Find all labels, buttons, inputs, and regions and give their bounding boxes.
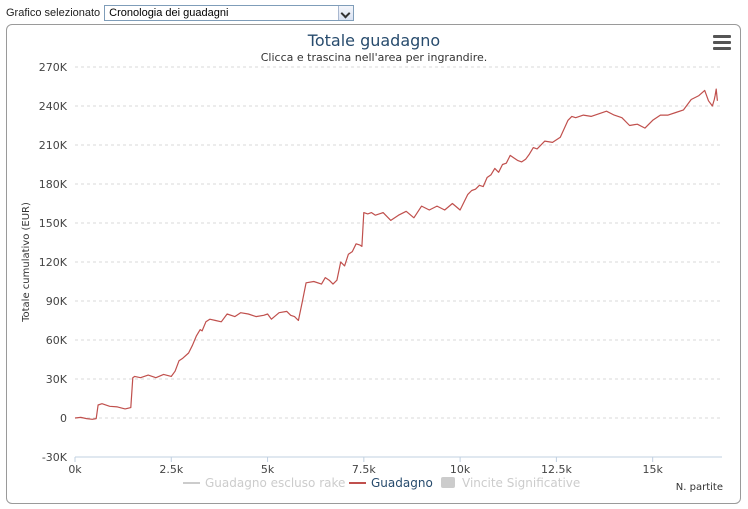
x-tick-label: 15k: [642, 463, 663, 476]
x-tick-label: 10k: [450, 463, 471, 476]
x-axis-label: N. partite: [676, 482, 723, 493]
chart-title: Totale guadagno: [307, 31, 440, 50]
y-tick-label: 60K: [46, 334, 68, 347]
y-tick-label: 30K: [46, 373, 68, 386]
chevron-down-icon[interactable]: [338, 6, 354, 20]
legend-item-escluso-rake: Guadagno escluso rake: [205, 476, 345, 490]
series-line-guadagno: [74, 88, 718, 420]
chart-panel: [6, 24, 741, 504]
y-tick-label: 270K: [39, 61, 68, 74]
y-tick-label: 120K: [39, 256, 68, 269]
y-tick-label: 150K: [39, 217, 68, 230]
chart-selector-value: Cronologia dei guadagni: [109, 7, 229, 19]
legend-symbol-vincite: [441, 477, 455, 488]
y-tick-label: 210K: [39, 139, 68, 152]
y-tick-label: 180K: [39, 178, 68, 191]
x-tick-label: 5k: [261, 463, 275, 476]
legend-item-vincite: Vincite Significative: [462, 476, 580, 490]
legend-item-guadagno: Guadagno: [371, 476, 433, 490]
hamburger-menu-icon[interactable]: [713, 35, 731, 51]
y-tick-label: 0: [60, 412, 67, 425]
y-axis-label: Totale cumulativo (EUR): [21, 202, 32, 323]
x-tick-label: 0k: [68, 463, 82, 476]
x-tick-label: 12.5k: [541, 463, 572, 476]
y-tick-label: -30K: [42, 451, 68, 464]
chart-selector-bar: Grafico selezionato Cronologia dei guada…: [0, 4, 355, 22]
chart-subtitle: Clicca e trascina nell'area per ingrandi…: [261, 51, 488, 64]
x-tick-label: 2.5k: [159, 463, 183, 476]
y-tick-label: 240K: [39, 100, 68, 113]
y-tick-label: 90K: [46, 295, 68, 308]
x-tick-label: 7.5k: [352, 463, 376, 476]
chart-selector-dropdown[interactable]: Cronologia dei guadagni: [104, 5, 355, 21]
chart-selector-label: Grafico selezionato: [6, 7, 101, 19]
